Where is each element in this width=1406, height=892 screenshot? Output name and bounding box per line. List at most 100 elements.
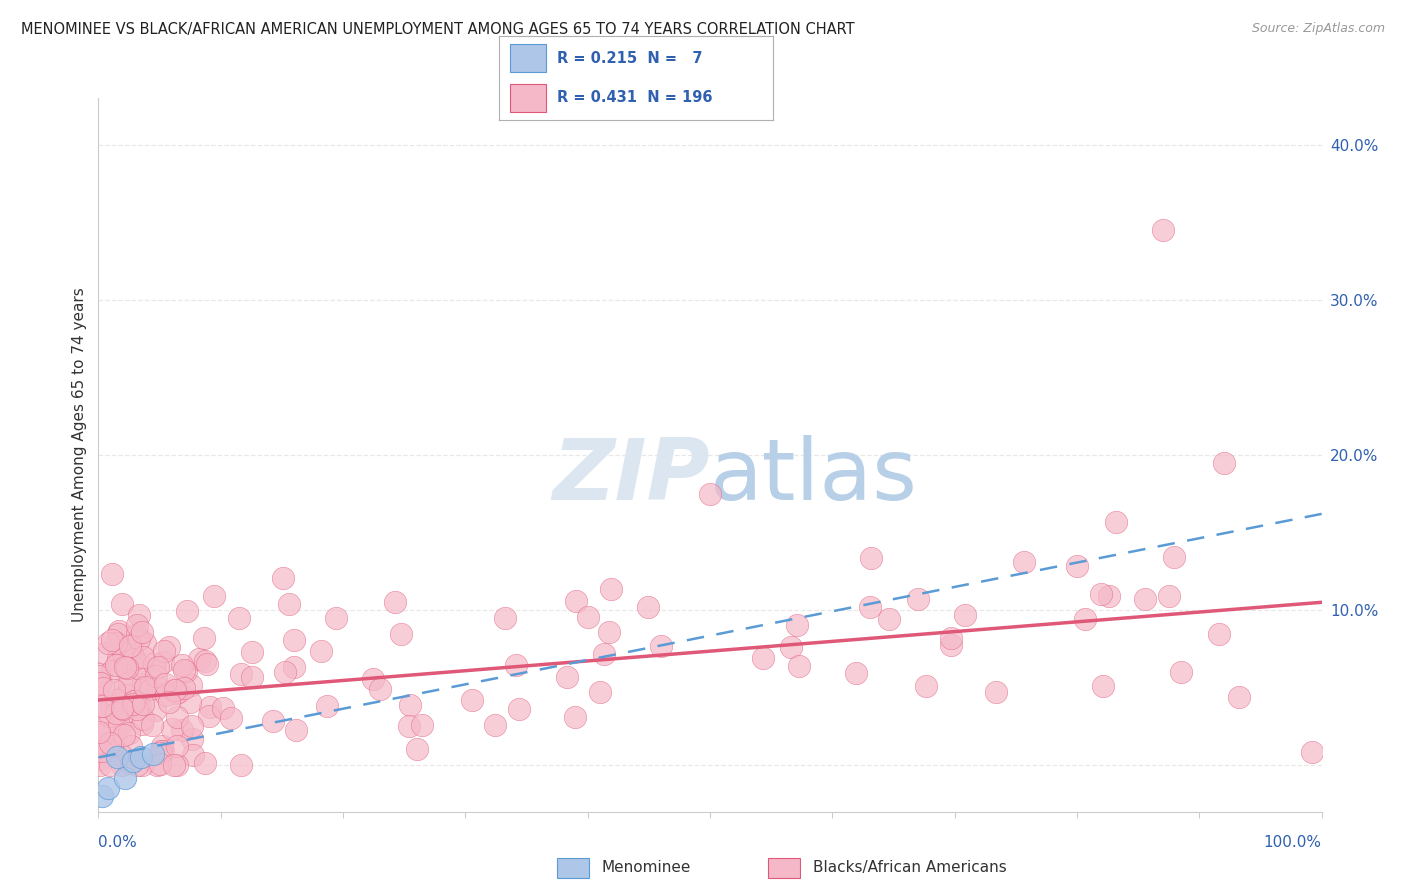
Point <box>149 757 172 772</box>
Point <box>131 712 153 726</box>
Point <box>187 652 209 666</box>
Point <box>262 714 284 728</box>
Point <box>90 737 112 751</box>
Point <box>107 624 129 638</box>
Point <box>125 758 148 772</box>
Point <box>90 666 112 681</box>
Text: Menominee: Menominee <box>602 861 692 875</box>
Point <box>118 676 141 690</box>
Point <box>98 736 121 750</box>
Point <box>111 715 134 730</box>
Text: 100.0%: 100.0% <box>1264 836 1322 850</box>
Point <box>599 582 621 597</box>
Point <box>97 781 120 796</box>
Point <box>98 758 121 772</box>
Point <box>157 695 180 709</box>
Point <box>111 597 134 611</box>
Point <box>104 658 127 673</box>
Point <box>145 669 167 683</box>
Point <box>1066 559 1088 574</box>
Point <box>143 703 166 717</box>
Point <box>494 611 516 625</box>
Point <box>121 644 143 658</box>
Point <box>114 660 136 674</box>
Point <box>114 688 136 702</box>
Bar <box>510 84 546 112</box>
Point <box>124 694 146 708</box>
Point <box>877 612 900 626</box>
Point <box>565 594 588 608</box>
Point <box>180 677 202 691</box>
Point <box>125 627 148 641</box>
Point <box>180 719 202 733</box>
Point <box>132 649 155 664</box>
Point <box>128 632 150 646</box>
Point <box>114 660 136 674</box>
Point <box>198 700 221 714</box>
Point <box>91 744 114 758</box>
Bar <box>768 858 800 878</box>
Point <box>484 717 506 731</box>
Point <box>907 592 929 607</box>
Point <box>115 661 138 675</box>
Point <box>107 627 129 641</box>
Point <box>198 709 221 723</box>
Point <box>1301 745 1323 759</box>
Text: Source: ZipAtlas.com: Source: ZipAtlas.com <box>1251 22 1385 36</box>
Point <box>167 684 190 698</box>
Point <box>368 681 391 696</box>
Point <box>180 732 202 747</box>
Text: atlas: atlas <box>710 434 918 518</box>
Point <box>118 640 141 654</box>
Point <box>1227 690 1250 704</box>
Y-axis label: Unemployment Among Ages 65 to 74 years: Unemployment Among Ages 65 to 74 years <box>72 287 87 623</box>
Point <box>101 632 124 647</box>
Point <box>283 632 305 647</box>
Point <box>165 683 187 698</box>
Point <box>98 708 121 723</box>
Point <box>181 747 204 762</box>
Point <box>89 718 111 732</box>
Point <box>91 681 114 696</box>
Point <box>134 681 156 696</box>
Point <box>564 709 586 723</box>
Text: ZIP: ZIP <box>553 434 710 518</box>
Point <box>125 618 148 632</box>
Point <box>146 680 169 694</box>
Point <box>148 660 170 674</box>
Point <box>1073 612 1095 626</box>
Point <box>405 741 427 756</box>
Point <box>914 679 936 693</box>
Point <box>285 723 308 738</box>
Point <box>193 756 215 771</box>
Point <box>104 636 127 650</box>
Point <box>508 702 530 716</box>
Point <box>111 758 134 772</box>
Point <box>107 718 129 732</box>
Point <box>325 610 347 624</box>
Point <box>162 723 184 737</box>
Point <box>316 699 339 714</box>
Point <box>228 611 250 625</box>
Point <box>162 683 184 698</box>
Point <box>155 689 177 703</box>
Point <box>699 486 721 500</box>
Point <box>1159 590 1181 604</box>
Point <box>953 608 976 623</box>
Text: Blacks/African Americans: Blacks/African Americans <box>813 861 1007 875</box>
Point <box>212 701 235 715</box>
Point <box>139 681 162 696</box>
Point <box>1170 665 1192 679</box>
Point <box>132 677 155 691</box>
Point <box>984 685 1007 699</box>
Point <box>104 733 127 747</box>
Point <box>142 747 165 762</box>
Point <box>163 758 186 772</box>
Point <box>145 758 167 772</box>
Point <box>786 618 808 632</box>
Point <box>100 567 122 582</box>
Point <box>1098 589 1121 603</box>
Point <box>505 657 527 672</box>
Point <box>114 771 136 785</box>
Point <box>89 676 111 690</box>
